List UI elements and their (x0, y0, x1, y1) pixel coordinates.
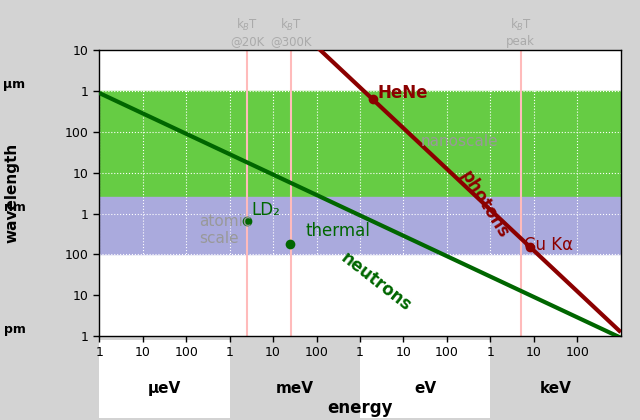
Text: energy: energy (0, 419, 1, 420)
Text: keV: keV (540, 381, 572, 396)
Text: HeNe: HeNe (378, 84, 428, 102)
Text: eV: eV (414, 381, 436, 396)
Text: k$_B$T
@300K: k$_B$T @300K (270, 17, 312, 48)
Text: energy: energy (327, 399, 393, 417)
Text: neutrons: neutrons (337, 249, 415, 315)
Text: photons: photons (457, 167, 513, 241)
Text: meV: meV (276, 381, 314, 396)
Text: wavelength: wavelength (4, 143, 19, 243)
Text: k$_B$T
@20K: k$_B$T @20K (230, 17, 264, 48)
Text: thermal: thermal (305, 222, 370, 240)
Text: atomic
scale: atomic scale (199, 214, 252, 246)
Bar (99, 91, 621, 214)
Text: Cu Kα: Cu Kα (524, 236, 573, 254)
Text: pm: pm (4, 323, 26, 336)
Text: k$_B$T
peak: k$_B$T peak (506, 17, 535, 48)
Text: μm: μm (3, 78, 26, 91)
Text: μeV: μeV (148, 381, 181, 396)
Bar (99, 197, 621, 255)
Text: nm: nm (4, 201, 26, 214)
Text: LD₂: LD₂ (252, 201, 280, 219)
Text: nanoscale: nanoscale (420, 134, 498, 149)
